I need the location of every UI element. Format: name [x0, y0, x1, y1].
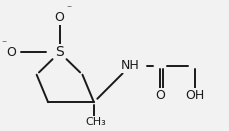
- Text: NH: NH: [121, 59, 140, 72]
- Text: CH₃: CH₃: [86, 117, 106, 127]
- Text: OH: OH: [185, 89, 204, 102]
- Text: S: S: [55, 45, 64, 59]
- Text: ⁻: ⁻: [67, 4, 72, 14]
- Text: O: O: [55, 10, 65, 24]
- Text: O: O: [155, 89, 165, 102]
- Text: O: O: [6, 46, 16, 59]
- Text: ⁻: ⁻: [1, 40, 6, 50]
